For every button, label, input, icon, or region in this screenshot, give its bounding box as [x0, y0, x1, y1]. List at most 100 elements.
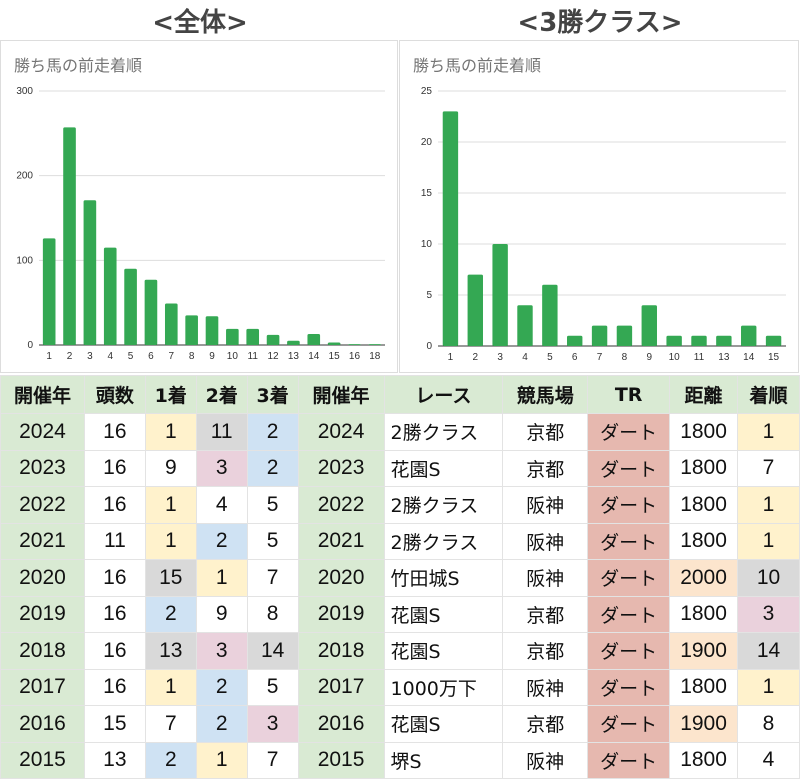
- table-cell: 9: [195, 595, 248, 633]
- x-tick-label: 3: [497, 352, 503, 363]
- bar: [83, 200, 97, 345]
- table-cell: 1: [737, 486, 800, 524]
- column-header: 3着: [246, 375, 299, 414]
- table-cell: 2: [195, 522, 248, 560]
- column-header: 距離: [669, 375, 739, 414]
- x-tick-label: 1: [46, 351, 52, 362]
- table-cell: 2024: [0, 413, 85, 451]
- x-tick-label: 13: [288, 351, 300, 362]
- bar: [591, 325, 608, 346]
- table-cell: 阪神: [502, 486, 589, 524]
- table-cell: 2020: [297, 559, 385, 597]
- table-cell: 3: [195, 449, 248, 487]
- bar: [327, 342, 341, 345]
- table-row: 2022 16 1 4 5 2022 2勝クラス 阪神 ダート 1800 1: [0, 486, 800, 524]
- bar: [205, 316, 219, 345]
- y-tick-label: 0: [426, 341, 432, 352]
- column-header: 2着: [195, 375, 248, 414]
- table-cell: 16: [83, 632, 146, 670]
- table-cell: 京都: [502, 632, 589, 670]
- table-cell: 15: [144, 559, 197, 597]
- table-cell: 3: [737, 595, 800, 633]
- x-tick-label: 11: [694, 352, 705, 363]
- column-header: TR: [587, 375, 671, 414]
- bar: [164, 303, 178, 345]
- table-cell: 2017: [0, 668, 85, 706]
- y-tick-label: 15: [421, 188, 433, 199]
- table-cell: 5: [246, 668, 299, 706]
- y-tick-label: 5: [426, 290, 432, 301]
- bar: [185, 315, 198, 345]
- bar: [542, 284, 558, 346]
- table-cell: 2勝クラス: [383, 486, 504, 524]
- bar: [124, 268, 137, 345]
- table-cell: 4: [737, 741, 800, 779]
- table-cell: 1800: [669, 449, 739, 487]
- bar: [517, 305, 533, 346]
- table-cell: 2: [195, 668, 248, 706]
- table-cell: 7: [246, 559, 299, 597]
- table-cell: 7: [737, 449, 800, 487]
- table-cell: 2022: [297, 486, 385, 524]
- table-row: 2023 16 9 3 2 2023 花園S 京都 ダート 1800 7: [0, 449, 800, 487]
- table-cell: 2023: [0, 449, 85, 487]
- table-cell: 1000万下: [383, 668, 504, 706]
- x-tick-label: 4: [522, 352, 528, 363]
- table-cell: 1: [144, 522, 197, 560]
- bar: [348, 344, 361, 345]
- table-cell: 2024: [297, 413, 385, 451]
- table-cell: 1800: [669, 486, 739, 524]
- x-tick-label: 9: [647, 352, 653, 363]
- x-tick-label: 7: [169, 351, 175, 362]
- table-cell: 7: [246, 741, 299, 779]
- table-cell: 3: [246, 705, 299, 743]
- table-cell: 7: [144, 705, 197, 743]
- bar: [368, 344, 382, 345]
- x-tick-label: 4: [107, 351, 113, 362]
- chart-class3-plot: 0 5 10 15 20 25 1 2 3 4 5 6 7 8 9 10 11 13 14 15: [421, 86, 786, 363]
- x-tick-label: 2: [67, 351, 73, 362]
- table-cell: 2019: [0, 595, 85, 633]
- table-cell: 堺S: [383, 741, 504, 779]
- table-cell: ダート: [587, 449, 671, 487]
- table-cell: 5: [246, 486, 299, 524]
- table-cell: 16: [83, 595, 146, 633]
- table-cell: 5: [246, 522, 299, 560]
- table-cell: 1900: [669, 632, 739, 670]
- table-cell: 15: [83, 705, 146, 743]
- table-cell: 2015: [0, 741, 85, 779]
- x-tick-label: 12: [267, 351, 279, 362]
- bar: [63, 127, 76, 345]
- column-header: 頭数: [83, 375, 146, 414]
- x-tick-label: 8: [622, 352, 628, 363]
- table-cell: 2: [246, 413, 299, 451]
- bar: [616, 325, 633, 346]
- table-cell: ダート: [587, 705, 671, 743]
- table-cell: 1: [737, 522, 800, 560]
- bar: [287, 340, 300, 345]
- x-tick-label: 5: [128, 351, 134, 362]
- table-cell: 11: [195, 413, 248, 451]
- table-row: 2019 16 2 9 8 2019 花園S 京都 ダート 1800 3: [0, 595, 800, 633]
- table-cell: 阪神: [502, 741, 589, 779]
- y-tick-label: 0: [27, 340, 33, 351]
- table-cell: 竹田城S: [383, 559, 504, 597]
- bar: [103, 247, 117, 345]
- table-cell: 1800: [669, 522, 739, 560]
- table-cell: 2020: [0, 559, 85, 597]
- table-cell: ダート: [587, 595, 671, 633]
- bar: [716, 335, 732, 346]
- y-tick-label: 100: [16, 255, 33, 266]
- table-cell: 2019: [297, 595, 385, 633]
- table-cell: 16: [83, 413, 146, 451]
- table-cell: 花園S: [383, 595, 504, 633]
- x-tick-label: 14: [308, 351, 320, 362]
- bar: [467, 274, 483, 346]
- table-cell: 13: [83, 741, 146, 779]
- bar: [307, 333, 321, 345]
- table-cell: 2: [246, 449, 299, 487]
- bar: [42, 238, 56, 345]
- table-row: 2021 11 1 2 5 2021 2勝クラス 阪神 ダート 1800 1: [0, 522, 800, 560]
- table-cell: ダート: [587, 559, 671, 597]
- x-tick-label: 2: [473, 352, 479, 363]
